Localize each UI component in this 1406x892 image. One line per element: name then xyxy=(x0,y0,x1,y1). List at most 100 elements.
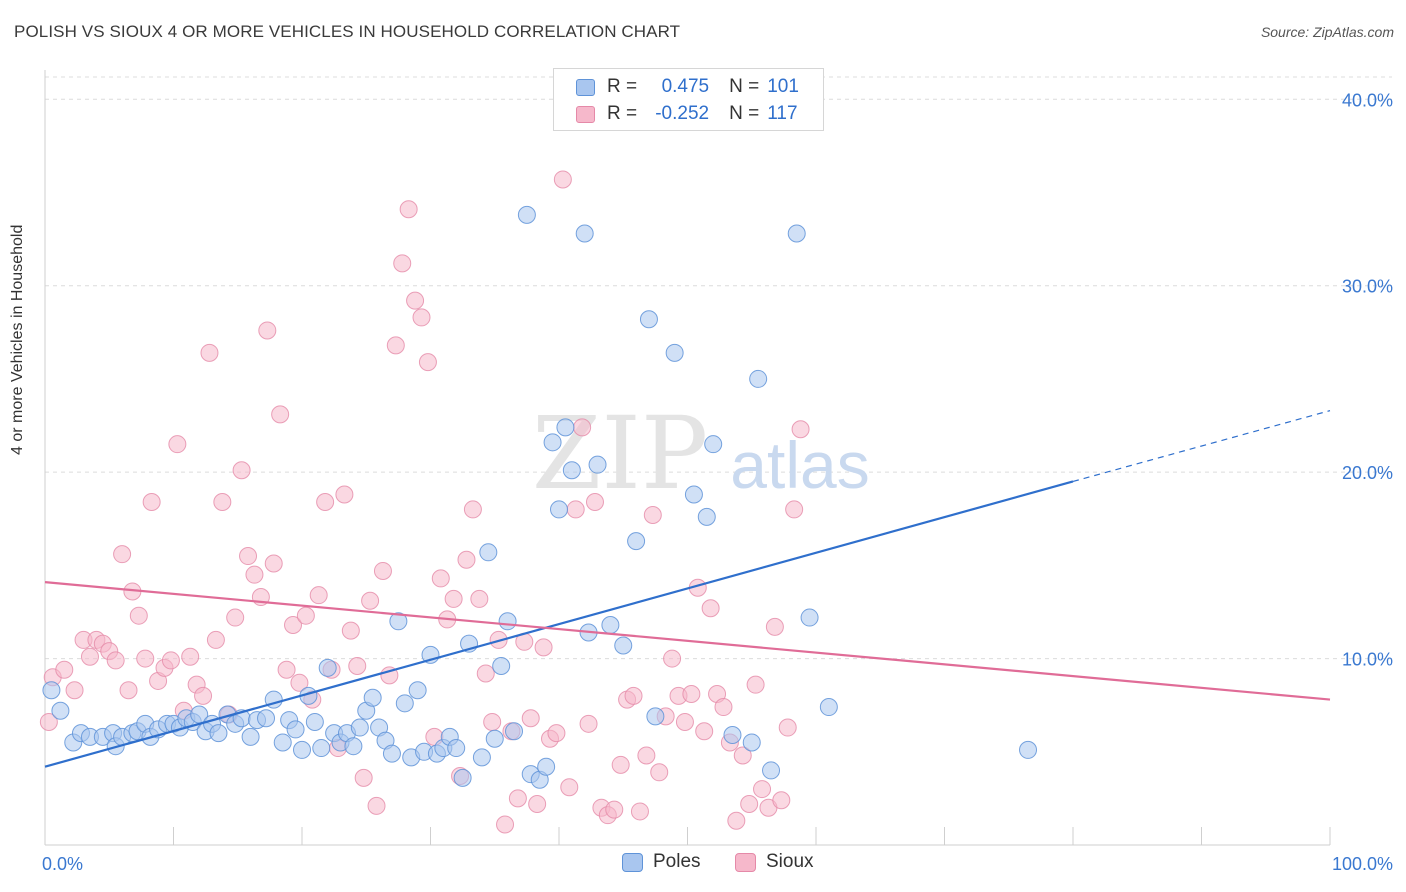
sioux-point xyxy=(496,815,515,834)
y-tick-label: 30.0% xyxy=(1342,277,1393,297)
sioux-point xyxy=(206,630,225,649)
sioux-point xyxy=(245,565,264,584)
sioux-point xyxy=(753,780,772,799)
poles-point xyxy=(492,657,511,676)
sioux-point xyxy=(373,561,392,580)
watermark-zip: ZIP xyxy=(532,395,708,512)
poles-point xyxy=(543,433,562,452)
y-tick-label: 40.0% xyxy=(1342,90,1393,110)
poles-point xyxy=(453,768,472,787)
poles-point xyxy=(537,757,556,776)
sioux-point xyxy=(547,724,566,743)
sioux-point xyxy=(55,660,74,679)
poles-point xyxy=(742,733,761,752)
sioux-point xyxy=(778,718,797,737)
sioux-point xyxy=(611,755,630,774)
poles-point xyxy=(382,744,401,763)
poles-trend-line xyxy=(44,480,1074,768)
sioux-point xyxy=(226,608,245,627)
poles-point xyxy=(556,418,575,437)
sioux-r-label: R = xyxy=(607,103,638,124)
sioux-point xyxy=(637,746,656,765)
sioux-point xyxy=(675,712,694,731)
sioux-point xyxy=(701,599,720,618)
poles-point xyxy=(588,455,607,474)
legend-item-sioux[interactable]: Sioux xyxy=(735,851,814,873)
sioux-point xyxy=(579,714,598,733)
sioux-point xyxy=(573,418,592,437)
x-tick-label: 100.0% xyxy=(1332,854,1393,874)
poles-point xyxy=(312,739,331,758)
sioux-point xyxy=(431,569,450,588)
poles-trend-extension xyxy=(1072,410,1331,483)
poles-point xyxy=(684,485,703,504)
y-tick-label: 10.0% xyxy=(1342,650,1393,670)
sioux-point xyxy=(682,684,701,703)
sioux-point xyxy=(181,647,200,666)
tick-labels: 10.0% 20.0% 30.0% 40.0% 0.0% 100.0% xyxy=(42,90,1393,874)
chart-title: POLISH VS SIOUX 4 OR MORE VEHICLES IN HO… xyxy=(14,22,681,41)
sioux-point xyxy=(168,435,187,454)
poles-point xyxy=(627,532,646,551)
poles-point xyxy=(1019,740,1038,759)
poles-point xyxy=(517,205,536,224)
sioux-point xyxy=(663,649,682,668)
poles-point xyxy=(505,722,524,741)
sioux-point xyxy=(630,802,649,821)
poles-r-value: 0.475 xyxy=(661,76,710,97)
poles-point xyxy=(697,507,716,526)
poles-legend-label: Poles xyxy=(653,851,701,872)
sioux-point xyxy=(746,675,765,694)
sioux-point xyxy=(239,547,258,566)
sioux-swatch xyxy=(576,105,595,123)
poles-point xyxy=(614,636,633,655)
poles-point xyxy=(305,712,324,731)
sioux-point xyxy=(354,768,373,787)
sioux-point xyxy=(553,170,572,189)
sioux-point xyxy=(727,811,746,830)
sioux-point xyxy=(258,321,277,340)
legend-item-poles[interactable]: Poles xyxy=(622,851,701,873)
trend-lines xyxy=(44,410,1331,768)
sioux-point xyxy=(39,712,58,731)
sioux-trend-line xyxy=(44,581,1331,701)
y-axis-label: 4 or more Vehicles in Household xyxy=(9,224,26,455)
poles-point xyxy=(472,748,491,767)
sioux-point xyxy=(444,589,463,608)
sioux-point xyxy=(271,405,290,424)
sioux-point xyxy=(335,485,354,504)
sioux-point xyxy=(284,616,303,635)
sioux-point xyxy=(772,791,791,810)
sioux-point xyxy=(296,606,315,625)
sioux-point xyxy=(534,638,553,657)
sioux-point xyxy=(129,606,148,625)
sioux-point xyxy=(316,492,335,511)
sioux-point xyxy=(733,746,752,765)
poles-point xyxy=(42,681,61,700)
legend-row-sioux: R = -0.252 N = 117 xyxy=(576,103,798,125)
poles-n-label: N = xyxy=(729,76,760,97)
sioux-point xyxy=(341,621,360,640)
poles-point xyxy=(273,733,292,752)
stats-legend: R = 0.475 N = 101 R = -0.252 N = 117 xyxy=(553,68,824,131)
poles-point xyxy=(479,543,498,562)
sioux-point xyxy=(740,794,759,813)
sioux-point xyxy=(136,649,155,668)
poles-r-label: R = xyxy=(607,76,638,97)
poles-series xyxy=(42,205,1038,789)
sioux-point xyxy=(483,712,502,731)
poles-point xyxy=(293,740,311,759)
poles-point xyxy=(344,737,363,756)
sioux-point xyxy=(406,291,425,310)
poles-n-value: 101 xyxy=(767,76,799,97)
poles-point xyxy=(639,310,658,329)
sioux-point xyxy=(791,420,810,439)
poles-point xyxy=(51,701,70,720)
sioux-point xyxy=(521,709,540,728)
poles-point xyxy=(447,739,466,758)
sioux-legend-label: Sioux xyxy=(766,851,814,872)
sioux-point xyxy=(508,789,527,808)
sioux-point xyxy=(232,461,251,480)
sioux-point xyxy=(457,550,476,569)
poles-point xyxy=(318,658,337,677)
